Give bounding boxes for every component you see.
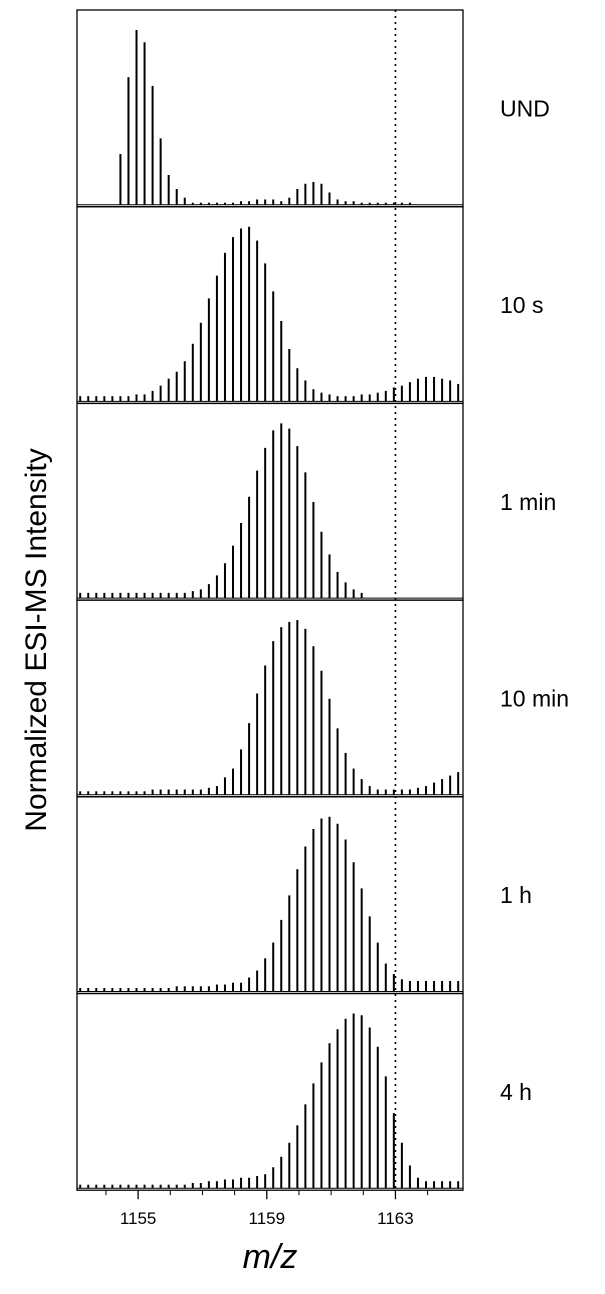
panel-6: 4 h bbox=[76, 992, 532, 1191]
panel-frame bbox=[76, 796, 464, 995]
panel-label: 10 s bbox=[500, 292, 543, 318]
panel-4: 10 min bbox=[76, 599, 569, 798]
panel-label: 4 h bbox=[500, 1079, 532, 1105]
panel-frame bbox=[76, 992, 464, 1191]
panel-label: 10 min bbox=[500, 685, 569, 711]
panel-5: 1 h bbox=[76, 796, 532, 995]
x-axis: 1155 1159 1163 bbox=[105, 1190, 429, 1228]
panel-3: 1 min bbox=[76, 402, 556, 601]
tick-label: 1155 bbox=[120, 1209, 157, 1228]
panel-2: 10 s bbox=[76, 206, 543, 405]
tick-label: 1163 bbox=[377, 1209, 414, 1228]
tick-label: 1159 bbox=[249, 1209, 286, 1228]
panel-label: UND bbox=[500, 95, 550, 121]
panel-frame bbox=[76, 206, 464, 405]
panel-1: UND bbox=[76, 9, 550, 208]
panel-frame bbox=[76, 402, 464, 601]
panel-frame bbox=[76, 9, 464, 208]
panel-label: 1 h bbox=[500, 882, 532, 908]
panels-layer: UND 10 s 1 min 10 min 1 h 4 h bbox=[76, 9, 569, 1191]
panel-label: 1 min bbox=[500, 489, 556, 515]
x-axis-label: m/z bbox=[243, 1238, 298, 1276]
y-axis-label: Normalized ESI-MS Intensity bbox=[20, 448, 53, 831]
panel-frame bbox=[76, 599, 464, 798]
